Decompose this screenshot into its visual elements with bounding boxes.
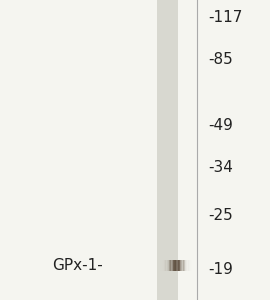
Bar: [158, 260, 160, 271]
Bar: [185, 260, 187, 271]
Bar: [157, 260, 158, 271]
Text: GPx-1-: GPx-1-: [52, 258, 103, 273]
Bar: [193, 260, 195, 271]
Bar: [169, 260, 171, 271]
Text: -34: -34: [208, 160, 233, 175]
Bar: [174, 260, 176, 271]
Bar: [191, 260, 193, 271]
Bar: [163, 260, 165, 271]
Bar: [162, 260, 163, 271]
Bar: [160, 260, 162, 271]
Bar: [173, 260, 175, 271]
Bar: [179, 260, 181, 271]
Text: -117: -117: [208, 11, 242, 26]
Bar: [192, 260, 194, 271]
Bar: [177, 260, 178, 271]
Text: -25: -25: [208, 208, 233, 224]
Bar: [184, 260, 186, 271]
Bar: [187, 260, 189, 271]
Bar: [157, 0, 178, 300]
Bar: [164, 260, 166, 271]
Text: -49: -49: [208, 118, 233, 134]
Bar: [170, 260, 172, 271]
Bar: [188, 260, 190, 271]
Bar: [166, 260, 167, 271]
Bar: [189, 260, 191, 271]
Bar: [181, 260, 182, 271]
Text: -85: -85: [208, 52, 233, 68]
Bar: [167, 260, 168, 271]
Bar: [176, 260, 177, 271]
Bar: [168, 260, 170, 271]
Bar: [182, 260, 184, 271]
Bar: [159, 260, 161, 271]
Bar: [178, 260, 180, 271]
Bar: [183, 260, 185, 271]
Bar: [172, 260, 174, 271]
Text: -19: -19: [208, 262, 233, 278]
